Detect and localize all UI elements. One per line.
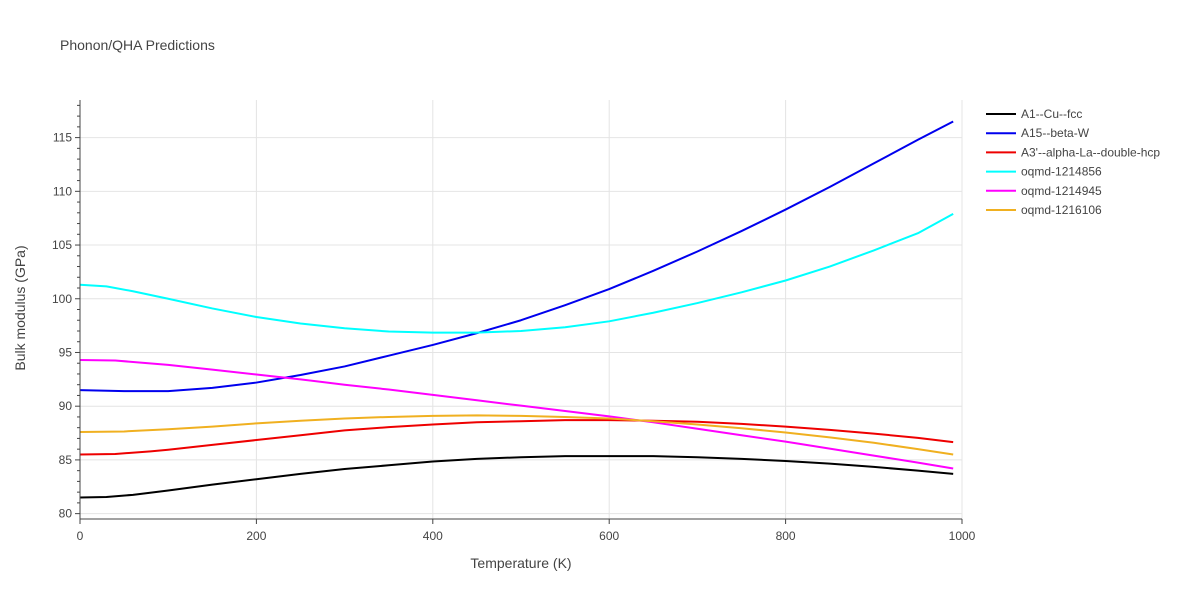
series-line-1: [79, 455, 954, 499]
x-tick-label: 200: [246, 529, 266, 543]
grid-layer: [79, 100, 963, 519]
legend-label-5: oqmd-1214945: [1021, 184, 1102, 198]
series-line-5: [79, 358, 954, 470]
legend-label-3: A3'--alpha-La--double-hcp: [1021, 145, 1160, 159]
x-axis-label: Temperature (K): [470, 555, 571, 571]
y-tick-label: 80: [59, 507, 73, 521]
y-tick-label: 110: [53, 184, 72, 198]
series-line-2: [79, 120, 954, 393]
series-layer: [79, 120, 954, 499]
y-tick-label: 115: [53, 131, 72, 145]
x-tick-label: 800: [776, 529, 796, 543]
x-tick-label: 0: [77, 529, 84, 543]
y-tick-label: 105: [52, 238, 72, 252]
y-tick-label: 100: [52, 292, 72, 306]
x-tick-label: 1000: [949, 529, 976, 543]
y-axis-label: Bulk modulus (GPa): [12, 245, 28, 370]
series-line-6: [79, 414, 954, 456]
legend-label-2: A15--beta-W: [1021, 126, 1090, 140]
x-tick-label: 600: [599, 529, 619, 543]
series-line-4: [79, 213, 954, 334]
legend-label-4: oqmd-1214856: [1021, 165, 1102, 179]
axis-layer: 0 200 400 600 800 1000 80 85 90 95 100 105 110 115: [52, 100, 976, 543]
x-tick-label: 400: [423, 529, 443, 543]
y-tick-label: 90: [59, 399, 73, 413]
chart-title: Phonon/QHA Predictions: [60, 37, 215, 53]
legend-label-6: oqmd-1216106: [1021, 203, 1102, 217]
legend: A1--Cu--fcc A15--beta-W A3'--alpha-La--dou…: [986, 107, 1160, 217]
y-tick-label: 95: [59, 345, 73, 359]
legend-label-1: A1--Cu--fcc: [1021, 107, 1082, 121]
y-tick-label: 85: [59, 453, 73, 467]
series-line-3: [79, 419, 954, 456]
